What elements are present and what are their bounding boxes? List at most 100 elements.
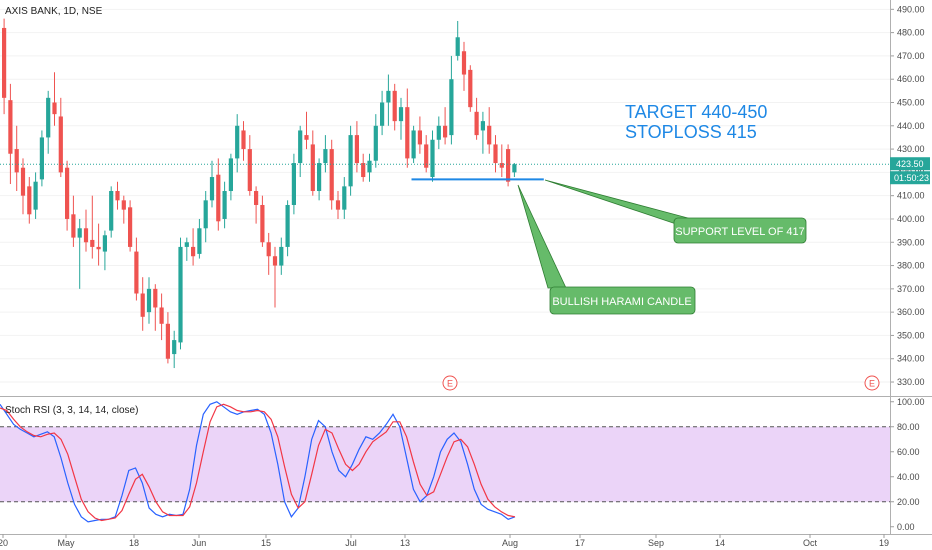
candle[interactable] <box>405 88 410 168</box>
candle[interactable] <box>140 277 145 331</box>
candle[interactable] <box>33 172 38 219</box>
candle[interactable] <box>455 20 460 61</box>
candle[interactable] <box>392 83 397 131</box>
candle[interactable] <box>209 160 215 208</box>
candle[interactable] <box>493 135 498 173</box>
candle[interactable] <box>443 107 448 145</box>
candle[interactable] <box>216 158 221 231</box>
candle[interactable] <box>279 237 284 275</box>
candle[interactable] <box>65 160 70 231</box>
candle[interactable] <box>77 218 82 289</box>
support-level-callout[interactable]: SUPPORT LEVEL OF 417 <box>544 179 807 244</box>
candle[interactable] <box>348 125 353 196</box>
candle[interactable] <box>468 65 473 112</box>
earnings-marker-2[interactable]: E <box>864 375 880 391</box>
candle-body <box>115 191 120 201</box>
candle[interactable] <box>342 177 347 219</box>
candle[interactable] <box>241 121 246 161</box>
price-tick-label: 370.00 <box>897 284 925 294</box>
earnings-marker-1[interactable]: E <box>442 375 458 391</box>
candle[interactable] <box>436 116 441 150</box>
candle[interactable] <box>367 153 372 182</box>
candle[interactable] <box>329 139 334 210</box>
candle[interactable] <box>8 83 13 185</box>
bullish-harami-callout[interactable]: BULLISH HARAMI CANDLE <box>517 184 696 315</box>
candle[interactable] <box>222 181 227 229</box>
candle-body <box>33 181 38 210</box>
candle[interactable] <box>52 72 57 126</box>
stoploss-note[interactable]: STOPLOSS 415 <box>625 122 757 142</box>
candle-body <box>222 191 227 219</box>
candle[interactable] <box>46 90 51 154</box>
candle[interactable] <box>386 74 391 126</box>
candle[interactable] <box>480 111 485 154</box>
candle[interactable] <box>335 191 341 219</box>
candle[interactable] <box>323 135 328 173</box>
candle-body <box>285 204 290 247</box>
candle[interactable] <box>424 135 429 173</box>
time-axis[interactable]: 20 May 18 Jun 15 Jul 13 Aug 17 Sep 14 Oct 19 <box>0 534 889 548</box>
candle[interactable] <box>159 293 164 341</box>
candle[interactable] <box>102 230 107 271</box>
candle[interactable] <box>285 200 290 257</box>
candle[interactable] <box>128 200 133 252</box>
candle[interactable] <box>235 114 240 173</box>
stoch-rsi-pane[interactable]: 0.00 20.00 40.00 60.00 80.00 100.00 <box>0 397 925 532</box>
candle[interactable] <box>27 177 32 224</box>
candle[interactable] <box>191 228 196 266</box>
candle[interactable] <box>197 218 202 259</box>
candle[interactable] <box>398 97 404 140</box>
candle[interactable] <box>121 195 126 224</box>
candle[interactable] <box>172 330 177 369</box>
target-note[interactable]: TARGET 440-450 <box>625 102 767 122</box>
price-pane[interactable]: 330.00 340.00 350.00 360.00 370.00 380.00 390.… <box>0 4 925 387</box>
candle[interactable] <box>272 246 278 308</box>
candle-body <box>298 130 303 164</box>
candle[interactable] <box>254 186 259 224</box>
candle[interactable] <box>71 195 76 247</box>
candle[interactable] <box>153 284 158 331</box>
candle[interactable] <box>354 121 359 173</box>
candle[interactable] <box>115 181 120 210</box>
candle[interactable] <box>184 237 189 261</box>
candle[interactable] <box>499 144 504 178</box>
candle[interactable] <box>203 191 208 243</box>
candle[interactable] <box>83 209 89 252</box>
candle[interactable] <box>109 186 114 238</box>
candle[interactable] <box>512 163 517 178</box>
candle[interactable] <box>417 116 422 154</box>
candle-body <box>310 144 315 192</box>
candle[interactable] <box>146 277 152 324</box>
candle[interactable] <box>266 232 271 275</box>
candle[interactable] <box>14 125 19 192</box>
candle[interactable] <box>411 125 416 164</box>
candle[interactable] <box>449 55 454 145</box>
candle[interactable] <box>291 153 296 215</box>
candlestick-series[interactable] <box>2 18 517 369</box>
candle[interactable] <box>2 18 7 115</box>
candle-body <box>216 174 221 222</box>
candle[interactable] <box>260 195 265 247</box>
candle[interactable] <box>90 195 95 259</box>
candle[interactable] <box>247 135 252 196</box>
candle[interactable] <box>373 114 378 168</box>
candle[interactable] <box>304 111 309 150</box>
candle[interactable] <box>380 90 385 136</box>
candle[interactable] <box>317 158 322 201</box>
candle[interactable] <box>310 130 315 196</box>
candle[interactable] <box>298 125 303 178</box>
candle[interactable] <box>96 223 101 266</box>
candle[interactable] <box>474 97 479 140</box>
candle[interactable] <box>178 237 183 350</box>
candle[interactable] <box>461 41 467 91</box>
candle[interactable] <box>39 130 44 187</box>
harami-callout-text: BULLISH HARAMI CANDLE <box>552 296 691 308</box>
candle[interactable] <box>134 237 139 301</box>
candle[interactable] <box>430 130 435 182</box>
candle[interactable] <box>361 153 366 182</box>
candle[interactable] <box>20 158 26 215</box>
candle[interactable] <box>228 153 233 201</box>
candle[interactable] <box>487 107 492 154</box>
candle[interactable] <box>165 312 170 364</box>
